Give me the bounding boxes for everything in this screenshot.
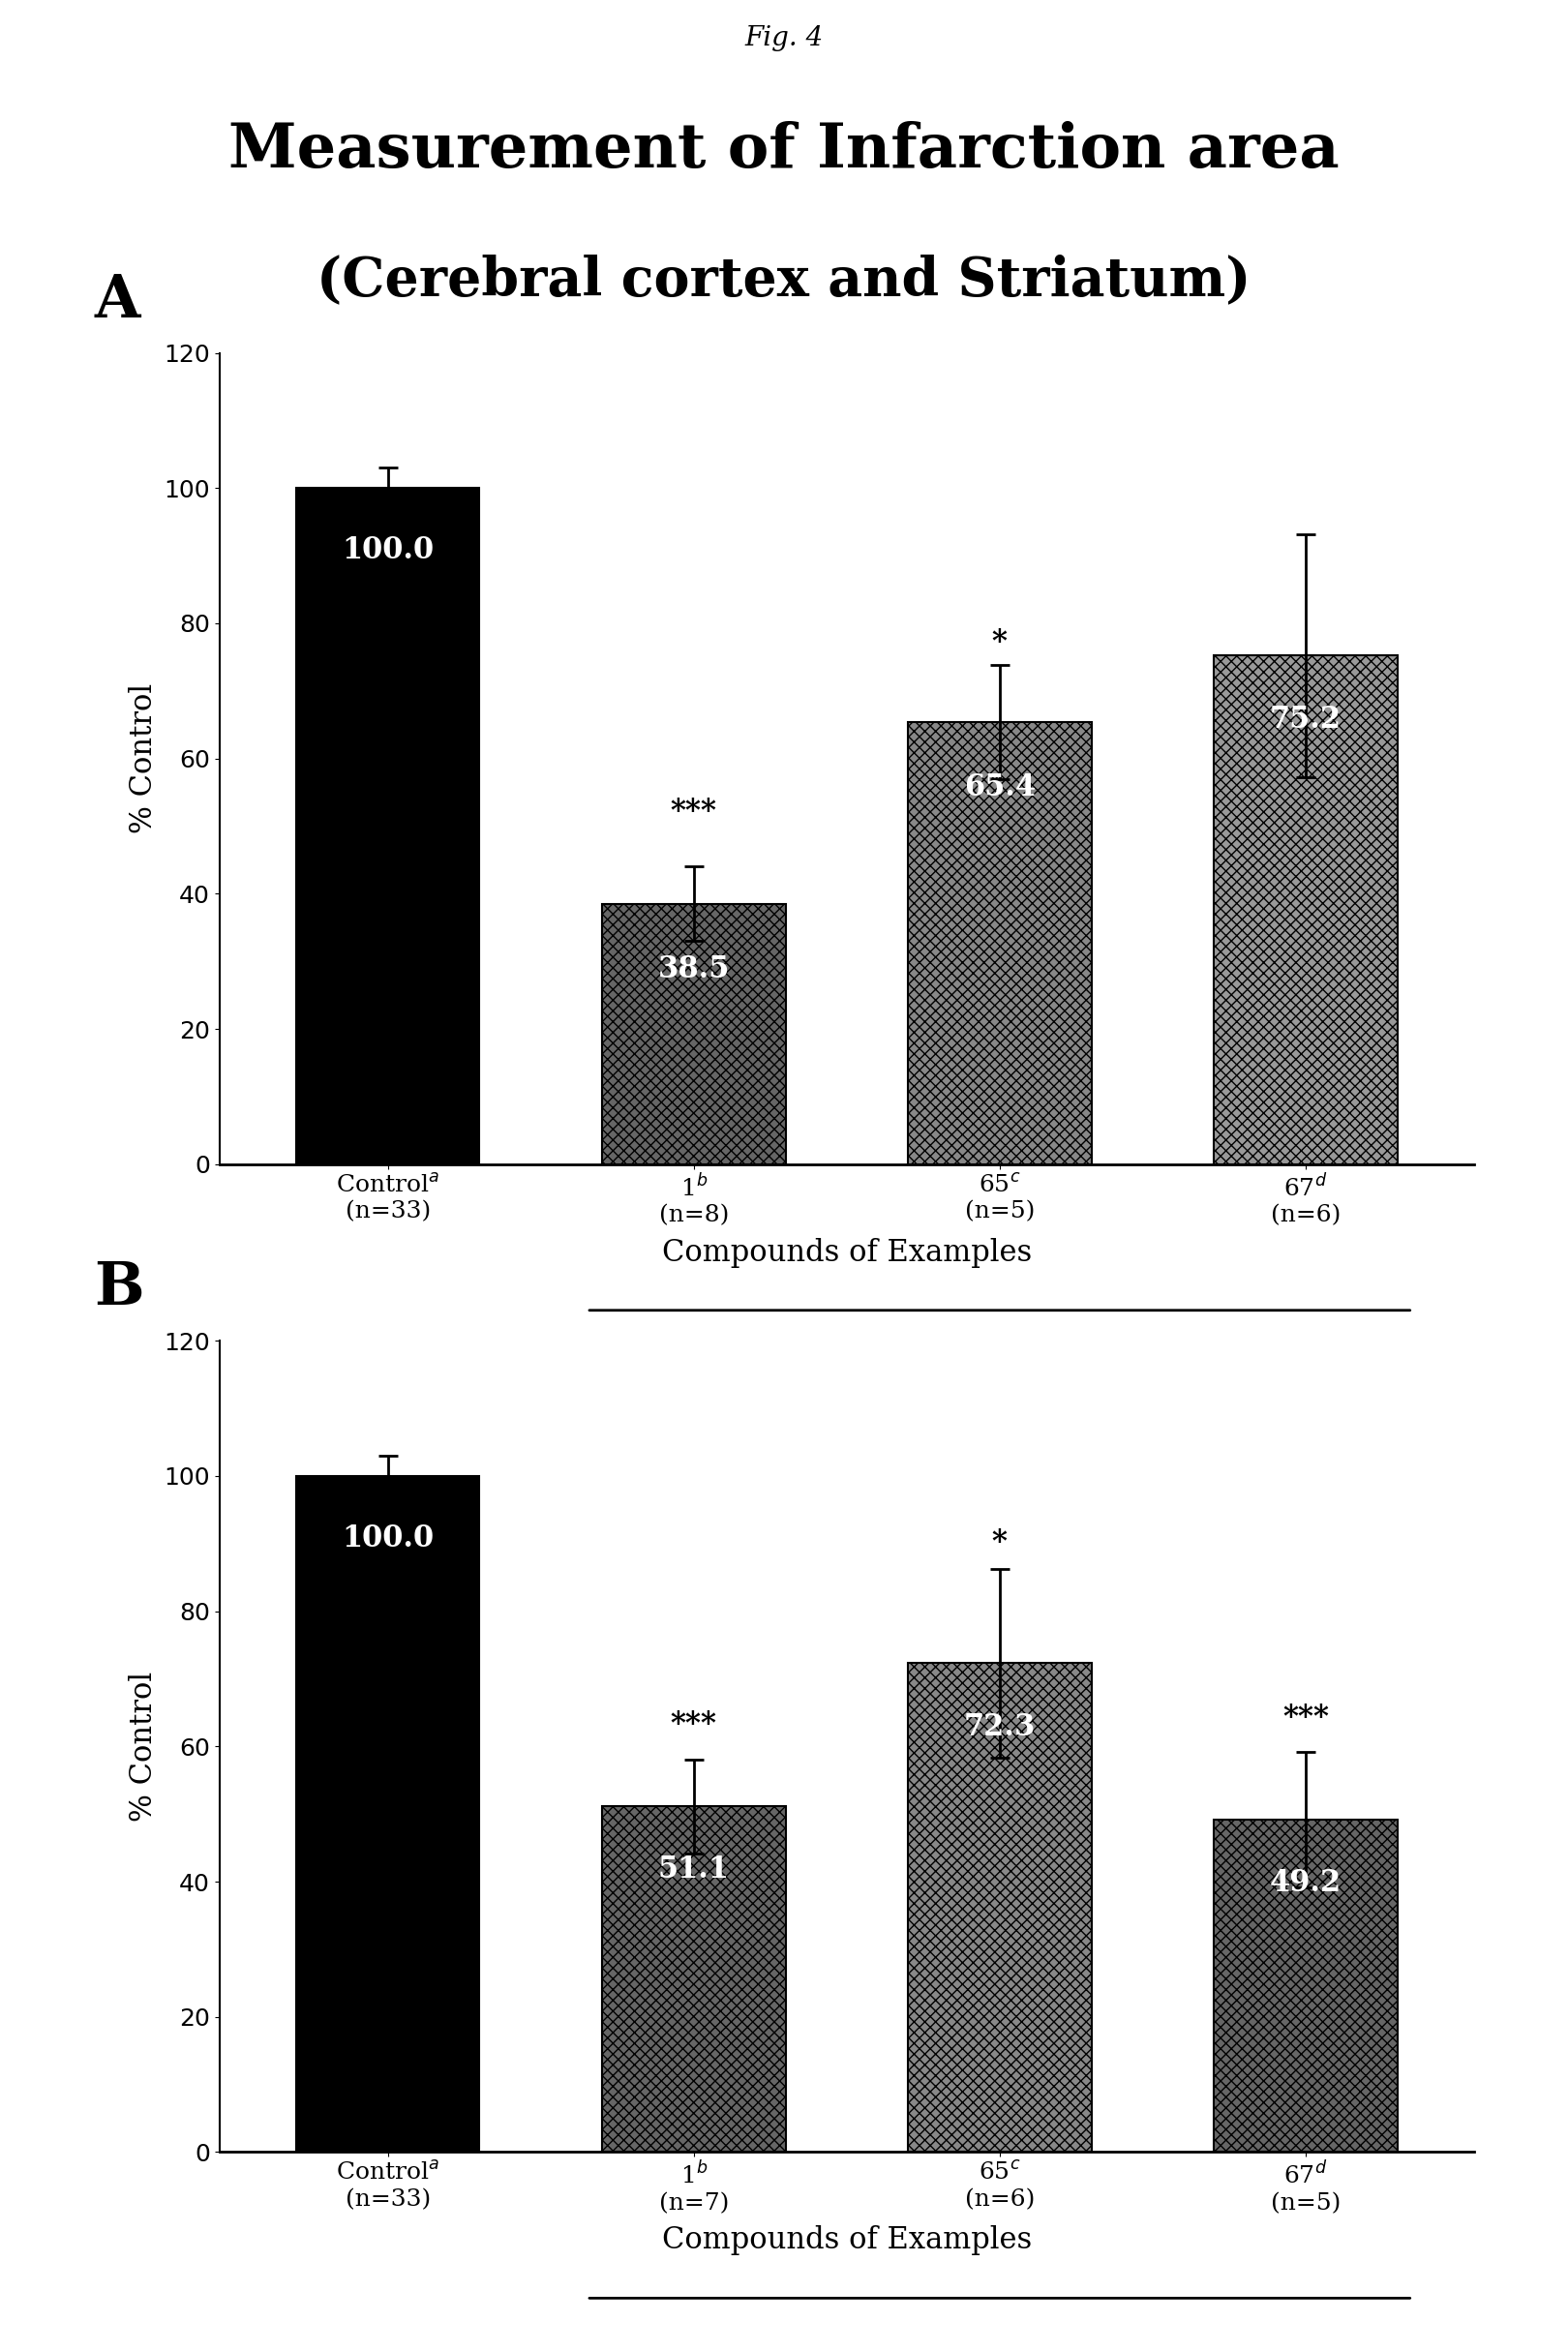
Text: Measurement of Infarction area: Measurement of Infarction area (229, 120, 1339, 179)
Text: 65.4: 65.4 (964, 771, 1035, 802)
Text: 100.0: 100.0 (342, 536, 434, 564)
Y-axis label: % Control: % Control (129, 684, 158, 833)
Text: 75.2: 75.2 (1270, 706, 1342, 734)
Bar (908, 1663, 1091, 2152)
Text: (Cerebral cortex and Striatum): (Cerebral cortex and Striatum) (317, 254, 1251, 308)
Text: 38.5: 38.5 (657, 955, 729, 985)
Bar (602, 1806, 786, 2152)
Bar (1214, 656, 1397, 1164)
Text: *: * (993, 1526, 1007, 1557)
Text: *: * (993, 628, 1007, 656)
Text: B: B (94, 1261, 144, 1317)
Bar (296, 489, 480, 1164)
Bar (908, 722, 1091, 1164)
Text: ***: *** (671, 1710, 717, 1740)
Text: A: A (94, 273, 140, 329)
Text: Fig. 4: Fig. 4 (745, 26, 823, 52)
Text: 49.2: 49.2 (1270, 1867, 1342, 1898)
X-axis label: Compounds of Examples: Compounds of Examples (662, 2225, 1032, 2256)
Bar (296, 1477, 480, 2152)
X-axis label: Compounds of Examples: Compounds of Examples (662, 1237, 1032, 1268)
Text: ***: *** (1283, 1703, 1328, 1733)
Bar (1214, 1820, 1397, 2152)
Bar (602, 903, 786, 1164)
Text: 72.3: 72.3 (964, 1712, 1036, 1743)
Text: ***: *** (671, 795, 717, 826)
Y-axis label: % Control: % Control (129, 1672, 158, 1820)
Text: 51.1: 51.1 (659, 1853, 729, 1884)
Text: 100.0: 100.0 (342, 1524, 434, 1552)
